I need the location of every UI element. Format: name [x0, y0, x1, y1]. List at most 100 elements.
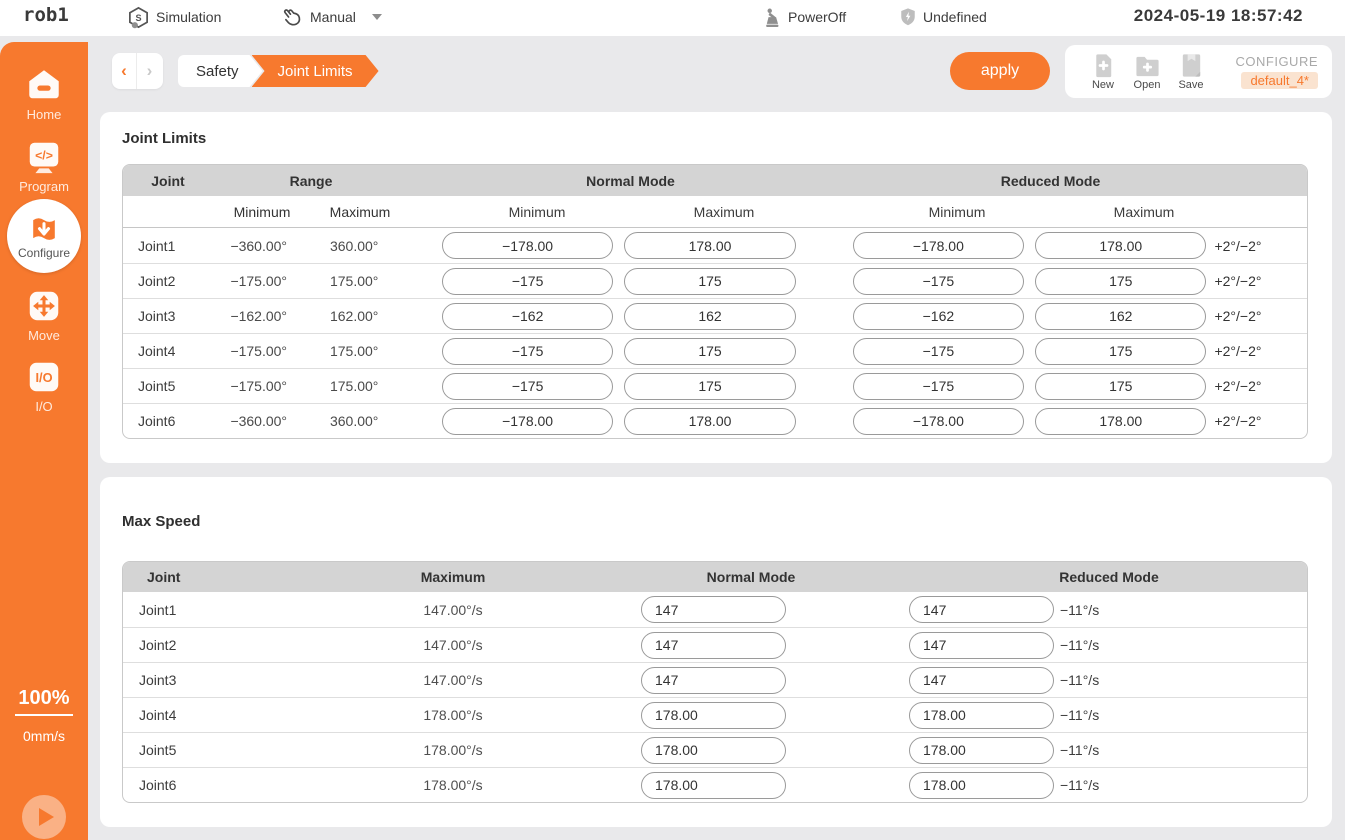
normal-speed-input[interactable]: [641, 772, 786, 799]
normal-min-input[interactable]: [442, 268, 613, 295]
max-speed-value: 147.00°/s: [303, 602, 603, 618]
range-max-value: 175.00°: [306, 343, 401, 359]
normal-speed-input[interactable]: [641, 632, 786, 659]
chevron-down-icon[interactable]: [372, 14, 382, 20]
normal-speed-input[interactable]: [641, 667, 786, 694]
power-status[interactable]: PowerOff: [763, 0, 846, 34]
sidebar-item-home[interactable]: Home: [0, 66, 88, 122]
normal-min-input[interactable]: [442, 373, 613, 400]
reduced-max-input[interactable]: [1035, 408, 1206, 435]
back-button[interactable]: ‹: [112, 53, 137, 89]
svg-text:</>: </>: [35, 148, 53, 162]
sidebar-item-move[interactable]: Move: [0, 287, 88, 343]
safety-label: Undefined: [923, 9, 987, 25]
table-row: Joint3 −162.00° 162.00° +2°/−2°: [123, 298, 1307, 333]
range-min-value: −175.00°: [211, 378, 306, 394]
shield-bolt-icon: [899, 7, 917, 27]
new-label: New: [1092, 79, 1114, 91]
reduced-speed-input[interactable]: [909, 737, 1054, 764]
max-speed-header-row: Joint Maximum Normal Mode Reduced Mode: [123, 562, 1307, 592]
breadcrumb-safety[interactable]: Safety: [178, 55, 263, 87]
save-file-icon: [1178, 52, 1205, 79]
play-button[interactable]: [22, 795, 66, 839]
simulation-status[interactable]: S Simulation: [127, 0, 221, 34]
config-name-chip[interactable]: default_4*: [1241, 72, 1318, 89]
normal-min-input[interactable]: [442, 408, 613, 435]
speed-indicator[interactable]: 100% 0mm/s: [0, 687, 88, 744]
datetime-display: 2024-05-19 18:57:42: [1134, 6, 1303, 26]
normal-min-input[interactable]: [442, 232, 613, 259]
range-min-value: −360.00°: [211, 413, 306, 429]
safety-status[interactable]: Undefined: [899, 0, 987, 34]
robot-power-icon: [763, 7, 782, 28]
breadcrumb: Safety Joint Limits: [178, 55, 379, 87]
joint-limits-header-row: Joint Range Normal Mode Reduced Mode: [123, 165, 1307, 196]
normal-max-input[interactable]: [624, 338, 795, 365]
normal-max-input[interactable]: [624, 303, 795, 330]
reduced-speed-input[interactable]: [909, 702, 1054, 729]
breadcrumb-joint-limits[interactable]: Joint Limits: [252, 55, 379, 87]
reduced-max-input[interactable]: [1035, 373, 1206, 400]
table-row: Joint1 −360.00° 360.00° +2°/−2°: [123, 228, 1307, 263]
range-max-value: 162.00°: [306, 308, 401, 324]
new-config-button[interactable]: New: [1081, 52, 1125, 91]
normal-min-input[interactable]: [442, 303, 613, 330]
subheader-reduced-max: Maximum: [1056, 204, 1232, 220]
normal-max-input[interactable]: [624, 268, 795, 295]
max-speed-value: 147.00°/s: [303, 637, 603, 653]
save-config-button[interactable]: Save: [1169, 52, 1213, 91]
normal-max-input[interactable]: [624, 373, 795, 400]
reduced-speed-input[interactable]: [909, 772, 1054, 799]
normal-min-input[interactable]: [442, 338, 613, 365]
apply-button[interactable]: apply: [950, 52, 1050, 90]
reduced-min-input[interactable]: [853, 303, 1024, 330]
reduced-min-input[interactable]: [853, 373, 1024, 400]
sidebar-item-program[interactable]: </> Program: [0, 138, 88, 194]
configure-icon: [26, 212, 62, 248]
reduced-min-input[interactable]: [853, 338, 1024, 365]
normal-speed-input[interactable]: [641, 737, 786, 764]
top-status-bar: rob1 S Simulation Manual PowerOff Undef: [0, 0, 1345, 36]
history-nav: ‹ ›: [112, 53, 163, 89]
configure-title: CONFIGURE: [1236, 54, 1319, 69]
reduced-min-input[interactable]: [853, 408, 1024, 435]
reduced-min-input[interactable]: [853, 232, 1024, 259]
reduced-suffix-note: −11°/s: [1060, 602, 1099, 618]
reduced-speed-input[interactable]: [909, 667, 1054, 694]
reduced-min-input[interactable]: [853, 268, 1024, 295]
col-header-maximum: Maximum: [303, 569, 603, 585]
range-min-value: −175.00°: [211, 273, 306, 289]
reduced-speed-input[interactable]: [909, 596, 1054, 623]
reduced-speed-input[interactable]: [909, 632, 1054, 659]
reduced-max-input[interactable]: [1035, 268, 1206, 295]
col-header-range: Range: [213, 173, 409, 189]
normal-speed-input[interactable]: [641, 702, 786, 729]
sidebar-item-io[interactable]: I/O I/O: [0, 358, 88, 414]
svg-text:S: S: [135, 12, 141, 22]
reduced-max-input[interactable]: [1035, 338, 1206, 365]
joint-name: Joint4: [123, 343, 211, 359]
range-max-value: 175.00°: [306, 273, 401, 289]
normal-max-input[interactable]: [624, 232, 795, 259]
mode-selector[interactable]: Manual: [279, 0, 382, 34]
reduced-max-input[interactable]: [1035, 303, 1206, 330]
max-speed-value: 147.00°/s: [303, 672, 603, 688]
joint-name: Joint1: [123, 602, 303, 618]
forward-button[interactable]: ›: [137, 53, 162, 89]
table-row: Joint5 −175.00° 175.00° +2°/−2°: [123, 368, 1307, 403]
normal-max-input[interactable]: [624, 408, 795, 435]
normal-speed-input[interactable]: [641, 596, 786, 623]
subheader-normal-max: Maximum: [636, 204, 812, 220]
hand-manual-icon: [279, 5, 304, 30]
reduced-max-input[interactable]: [1035, 232, 1206, 259]
sidebar-item-configure[interactable]: Configure: [7, 199, 81, 273]
col-header-reduced-mode: Reduced Mode: [869, 173, 1232, 189]
joint-name: Joint2: [123, 637, 303, 653]
max-speed-value: 178.00°/s: [303, 707, 603, 723]
joint-name: Joint4: [123, 707, 303, 723]
joint-name: Joint3: [123, 308, 211, 324]
simulation-hexagon-icon: S: [127, 6, 150, 29]
subheader-range-min: Minimum: [213, 204, 311, 220]
open-config-button[interactable]: Open: [1125, 52, 1169, 91]
col-header-normal-mode: Normal Mode: [449, 173, 812, 189]
